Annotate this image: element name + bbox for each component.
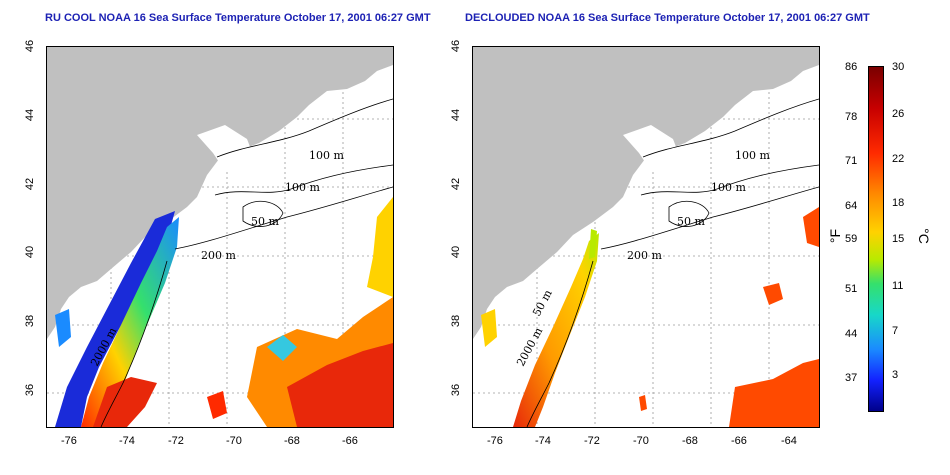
x-tick: -76	[61, 435, 77, 447]
f-tick: 71	[845, 155, 858, 167]
x-tick: -66	[731, 435, 747, 447]
y-tick: 40	[24, 245, 37, 259]
temperature-colorbar	[868, 66, 884, 412]
y-tick: 36	[24, 383, 37, 397]
c-tick: 11	[892, 280, 904, 292]
y-tick: 38	[450, 314, 463, 328]
contour-label: 100 m	[735, 149, 770, 162]
c-tick: 22	[892, 153, 905, 165]
contour-label: 100 m	[285, 181, 320, 194]
offshore-warm-patches	[481, 207, 819, 427]
x-tick: -66	[342, 435, 358, 447]
x-tick: -68	[682, 435, 698, 447]
f-tick: 37	[845, 372, 858, 384]
x-tick: -76	[487, 435, 503, 447]
isobath-contours	[526, 98, 819, 427]
cold-coastal-band	[55, 211, 175, 427]
isobath-contours	[100, 98, 393, 427]
f-tick: 59	[845, 233, 858, 245]
land-mass	[47, 47, 393, 339]
x-tick: -72	[584, 435, 600, 447]
f-tick: 64	[845, 200, 858, 212]
y-tick: 44	[450, 108, 463, 122]
contour-label: 100 m	[711, 181, 746, 194]
right-map-title: DECLOUDED NOAA 16 Sea Surface Temperatur…	[465, 12, 870, 24]
gulf-stream-patches	[55, 197, 393, 427]
y-tick: 46	[24, 39, 37, 53]
x-tick: -74	[119, 435, 135, 447]
x-tick: -72	[168, 435, 184, 447]
contour-label: 100 m	[309, 149, 344, 162]
x-tick: -70	[226, 435, 242, 447]
y-tick: 44	[24, 108, 37, 122]
c-tick: 26	[892, 108, 905, 120]
y-tick: 46	[450, 39, 463, 53]
contour-label: 50 m	[251, 215, 279, 228]
x-tick: -68	[284, 435, 300, 447]
shelf-water	[513, 233, 599, 427]
left-map-canvas: 100 m 100 m 50 m 200 m 2000 m	[47, 47, 393, 427]
x-tick: -64	[781, 435, 797, 447]
y-tick: 40	[450, 245, 463, 259]
celsius-unit-label: °C	[915, 228, 932, 244]
c-tick: 3	[892, 369, 899, 381]
c-tick: 15	[892, 233, 905, 245]
f-tick: 86	[845, 61, 858, 73]
f-tick: 78	[845, 111, 858, 123]
f-tick: 51	[845, 283, 858, 295]
contour-label: 200 m	[627, 249, 662, 262]
y-tick: 42	[24, 177, 37, 191]
x-tick: -74	[535, 435, 551, 447]
shelf-water	[81, 217, 179, 427]
contour-label: 50 m	[677, 215, 705, 228]
land-mass	[473, 47, 819, 339]
right-map-canvas: 100 m 100 m 50 m 200 m 50 m 2000 m	[473, 47, 819, 427]
c-tick: 7	[892, 325, 899, 337]
f-tick: 44	[845, 328, 858, 340]
c-tick: 30	[892, 61, 905, 73]
contour-label: 200 m	[201, 249, 236, 262]
y-tick: 36	[450, 383, 463, 397]
c-tick: 18	[892, 197, 905, 209]
left-map-title: RU COOL NOAA 16 Sea Surface Temperature …	[45, 12, 431, 24]
y-tick: 42	[450, 177, 463, 191]
y-tick: 38	[24, 314, 37, 328]
contour-label: 50 m	[530, 287, 555, 318]
fahrenheit-unit-label: °F	[827, 228, 844, 244]
right-declouded-map: 100 m 100 m 50 m 200 m 50 m 2000 m	[472, 46, 820, 428]
left-sst-map: 100 m 100 m 50 m 200 m 2000 m	[46, 46, 394, 428]
x-tick: -70	[633, 435, 649, 447]
